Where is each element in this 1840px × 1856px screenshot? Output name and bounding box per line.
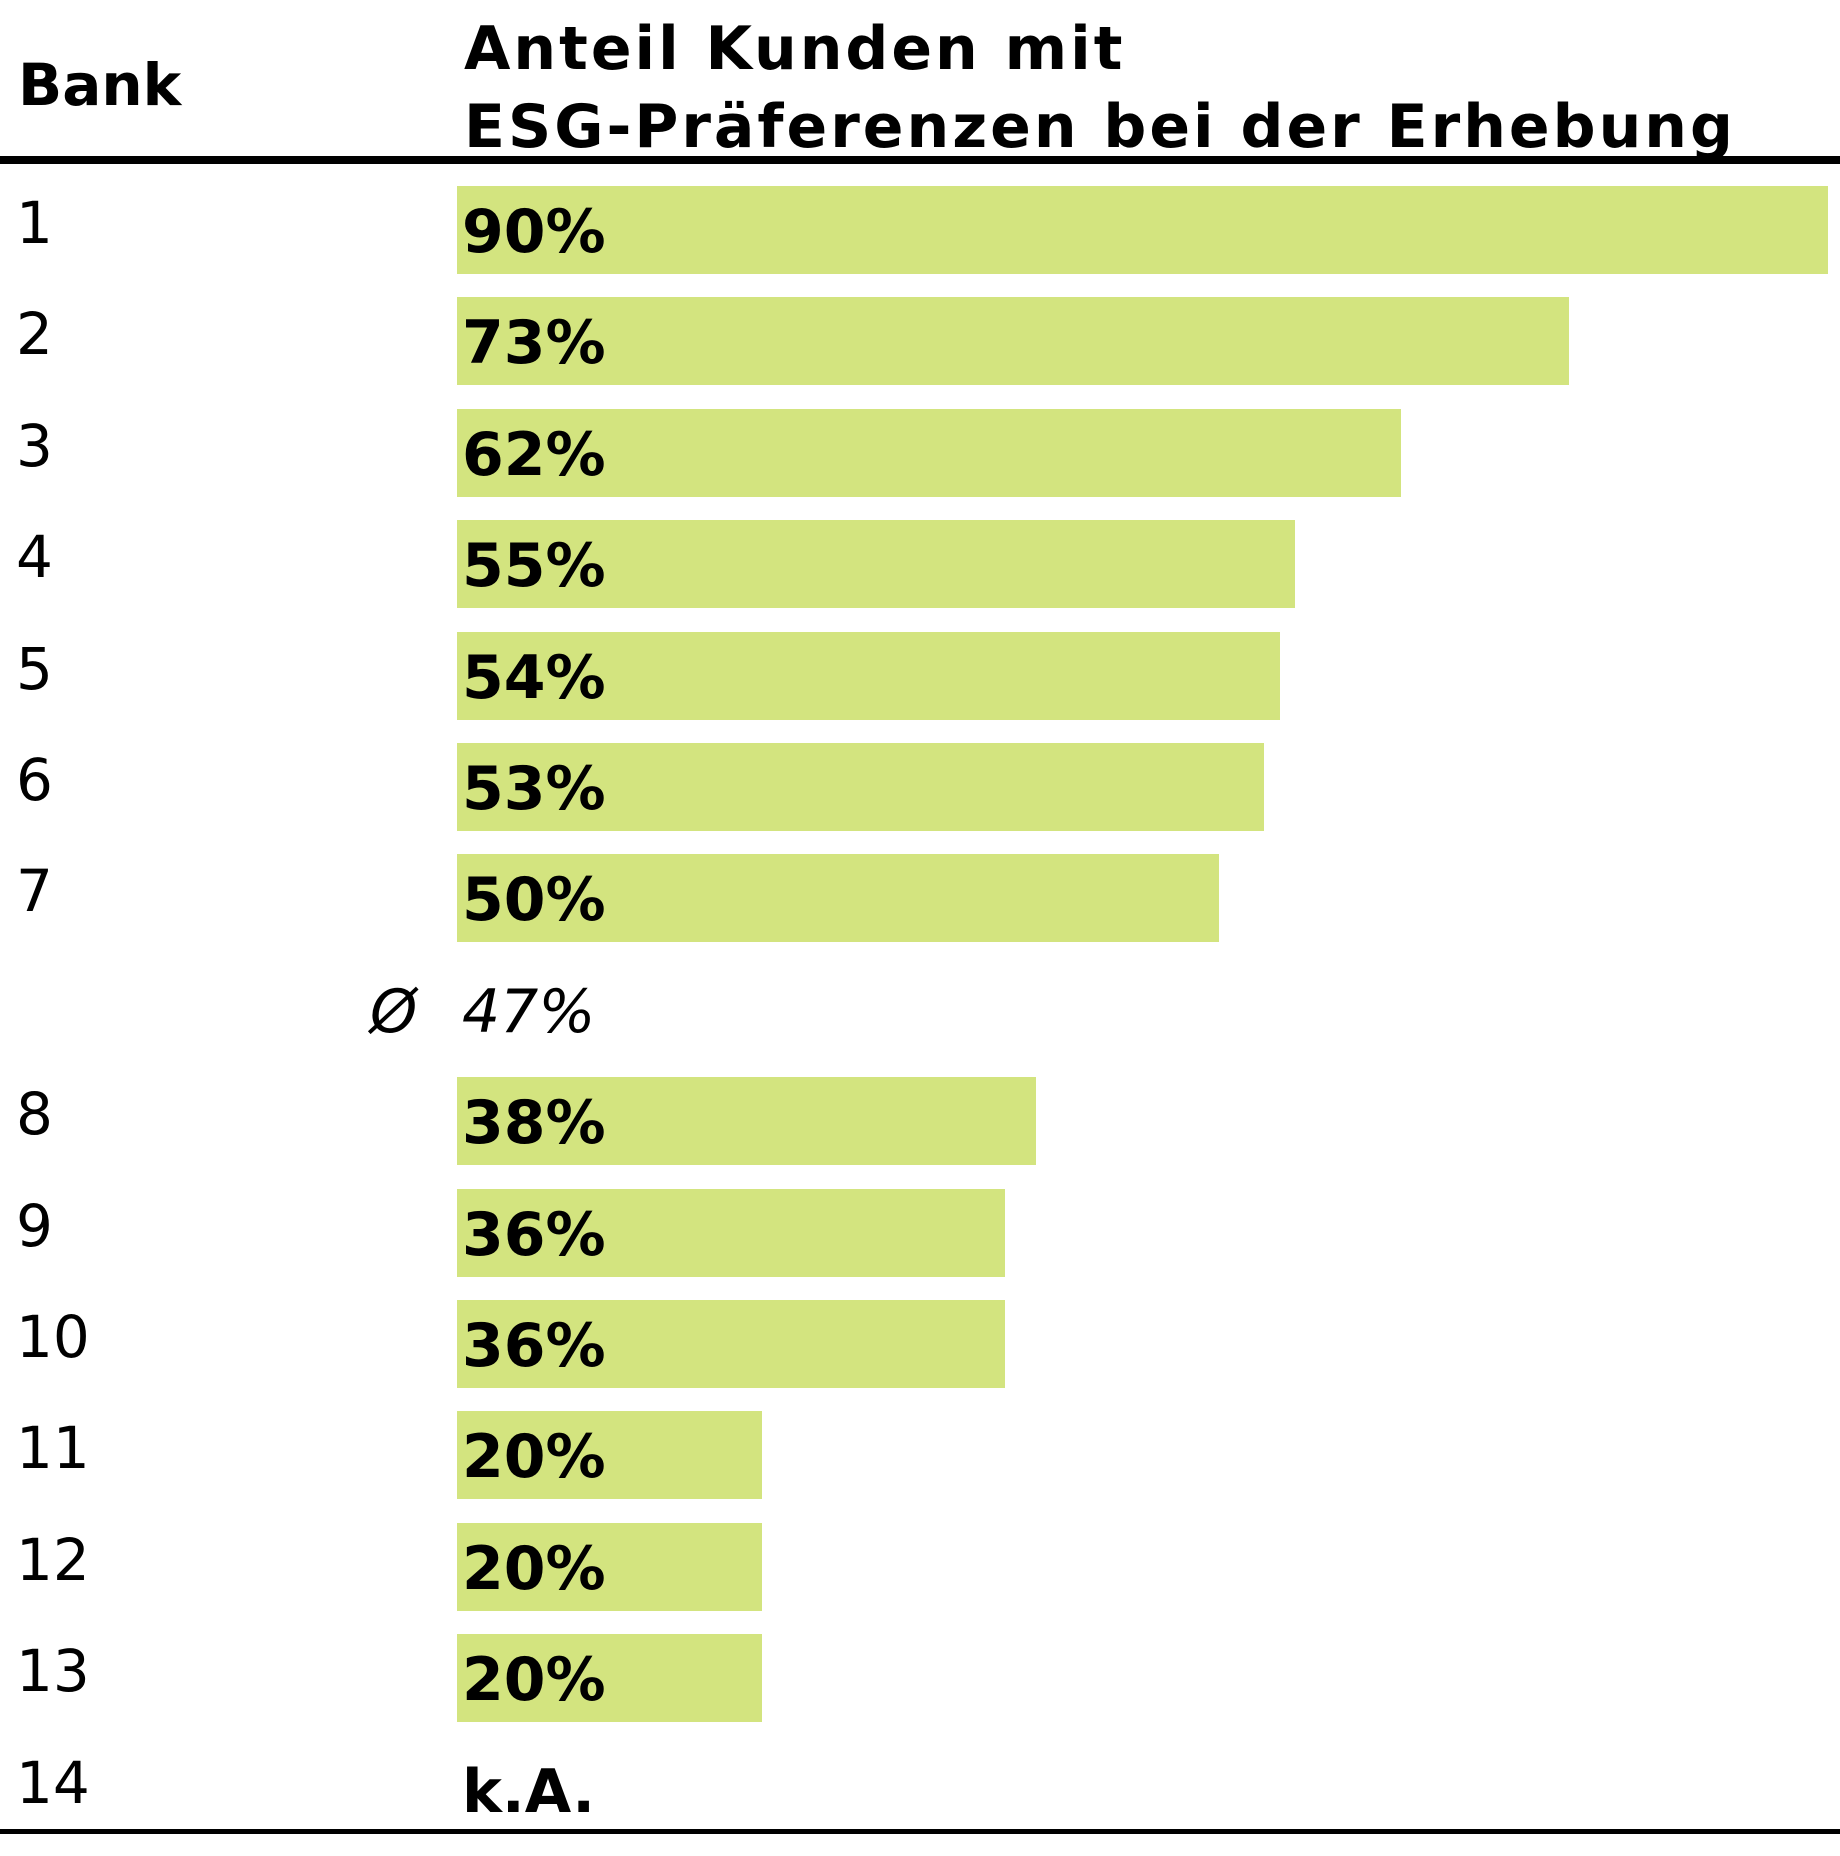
header-share: Anteil Kunden mit ESG-Präferenzen bei de… bbox=[464, 10, 1736, 166]
bank-label: 8 bbox=[16, 1080, 53, 1149]
chart-row: 1 90% bbox=[0, 168, 1840, 279]
header-bank: Bank bbox=[18, 51, 182, 119]
average-value: 47% bbox=[462, 976, 596, 1047]
bank-label: 3 bbox=[16, 411, 53, 480]
value-label: 36% bbox=[462, 1311, 606, 1381]
value-label: 20% bbox=[462, 1645, 606, 1716]
value-label: 50% bbox=[462, 865, 606, 936]
value-label: 20% bbox=[462, 1533, 606, 1604]
chart-row: 4 55% bbox=[0, 502, 1840, 613]
bar bbox=[457, 408, 1402, 497]
value-label: 90% bbox=[462, 197, 606, 267]
chart-row: 5 54% bbox=[0, 614, 1840, 725]
bank-label: 12 bbox=[16, 1525, 90, 1594]
value-label: 20% bbox=[462, 1422, 606, 1493]
value-label: 36% bbox=[462, 1199, 606, 1270]
bank-label: 6 bbox=[16, 746, 53, 814]
bar bbox=[457, 1522, 762, 1611]
bar bbox=[457, 1634, 762, 1723]
bar bbox=[457, 186, 1828, 274]
header-share-line1: Anteil Kunden mit bbox=[464, 14, 1126, 84]
value-label: 62% bbox=[462, 419, 606, 490]
bar bbox=[457, 520, 1295, 609]
bank-label: 7 bbox=[16, 857, 53, 926]
header-share-line2: ESG-Präferenzen bei der Erhebung bbox=[464, 92, 1736, 162]
bar bbox=[457, 743, 1265, 831]
bank-label: 10 bbox=[16, 1303, 90, 1371]
bar bbox=[457, 297, 1570, 386]
chart-row: 13 20% bbox=[0, 1616, 1840, 1727]
bank-label: 13 bbox=[16, 1637, 90, 1706]
bar bbox=[457, 1300, 1006, 1388]
bank-label: 2 bbox=[16, 300, 53, 369]
bank-label: 14 bbox=[16, 1748, 90, 1817]
value-label: 53% bbox=[462, 754, 606, 824]
chart-row: 9 36% bbox=[0, 1171, 1840, 1282]
bottom-rule bbox=[0, 1829, 1840, 1834]
average-row: Ø 47% bbox=[0, 948, 1840, 1059]
chart-row: 14 k.A. bbox=[0, 1728, 1840, 1839]
bank-label: 11 bbox=[16, 1414, 90, 1483]
chart-row: 6 53% bbox=[0, 725, 1840, 836]
chart-row: 3 62% bbox=[0, 391, 1840, 502]
header-rule bbox=[0, 156, 1840, 164]
value-label: 73% bbox=[462, 308, 606, 379]
value-label: 38% bbox=[462, 1088, 606, 1159]
chart-row: 11 20% bbox=[0, 1393, 1840, 1504]
bar bbox=[457, 631, 1280, 720]
bar bbox=[457, 1188, 1006, 1277]
chart-row: 10 36% bbox=[0, 1282, 1840, 1393]
chart-row: 7 50% bbox=[0, 836, 1840, 947]
bank-label: 5 bbox=[16, 634, 53, 703]
value-label: k.A. bbox=[462, 1756, 596, 1827]
chart-row: 8 38% bbox=[0, 1059, 1840, 1170]
chart-row: 12 20% bbox=[0, 1505, 1840, 1616]
bank-label: 1 bbox=[16, 189, 53, 257]
value-label: 54% bbox=[462, 642, 606, 713]
average-symbol: Ø bbox=[370, 976, 418, 1047]
bar bbox=[457, 1077, 1036, 1166]
chart-row: 2 73% bbox=[0, 279, 1840, 390]
value-label: 55% bbox=[462, 531, 606, 602]
bank-label: 9 bbox=[16, 1191, 53, 1260]
bar bbox=[457, 854, 1219, 943]
bar bbox=[457, 1411, 762, 1500]
bank-label: 4 bbox=[16, 523, 53, 592]
